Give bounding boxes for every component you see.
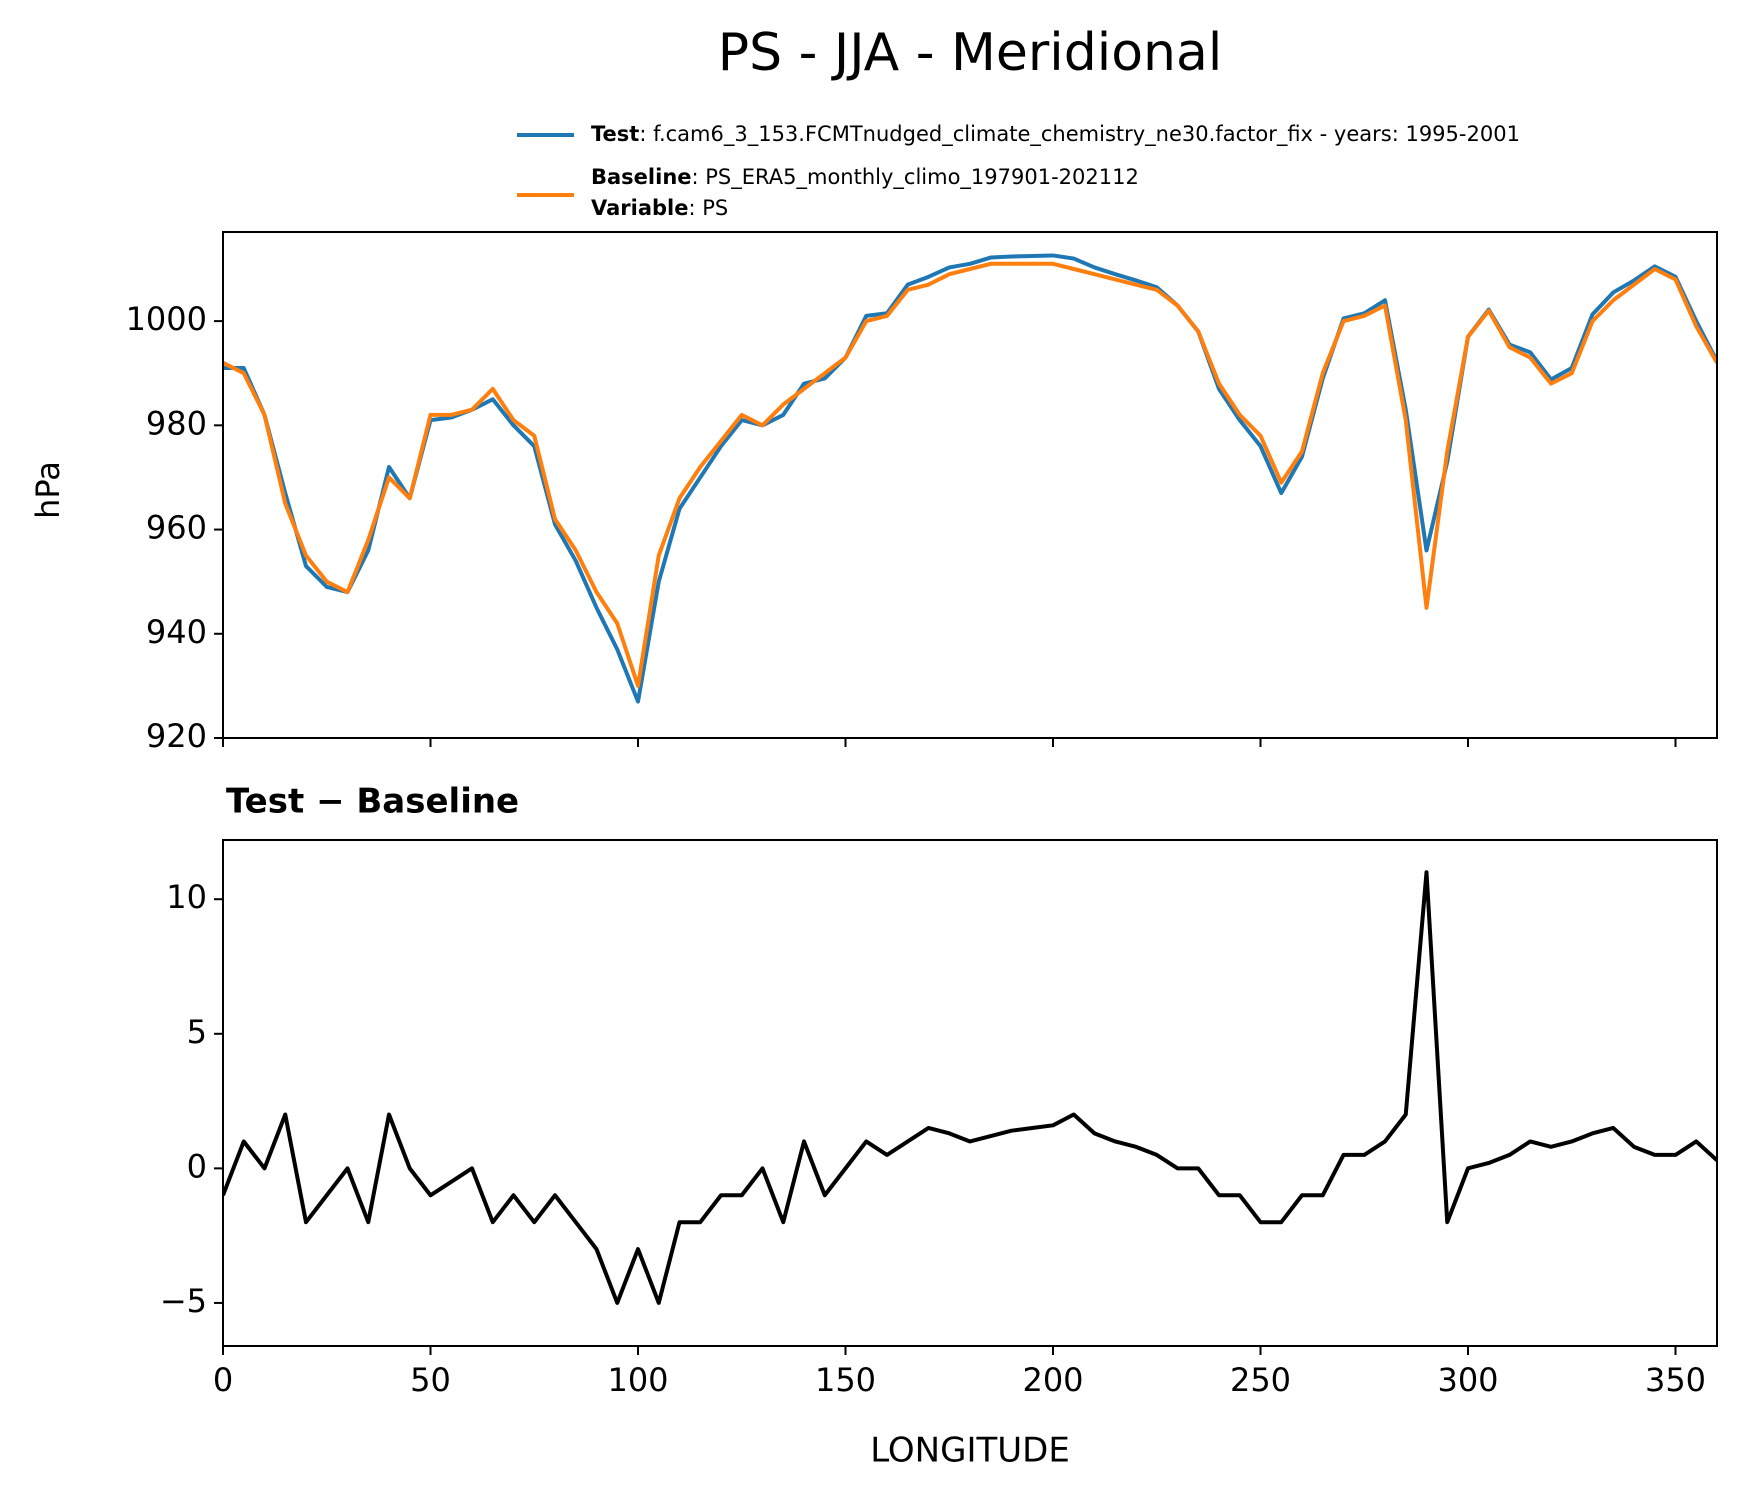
y-tick-label: 10 bbox=[166, 878, 207, 916]
legend-extra-description: : PS bbox=[688, 196, 728, 220]
legend-extra-name: Variable bbox=[591, 196, 688, 220]
x-tick-label: 100 bbox=[607, 1361, 668, 1399]
y-tick-label: 960 bbox=[146, 509, 207, 547]
axes-frame bbox=[222, 231, 1718, 739]
x-tick-label: 300 bbox=[1437, 1361, 1498, 1399]
x-tick-label: 150 bbox=[815, 1361, 876, 1399]
data-line bbox=[223, 261, 1717, 688]
x-tick-label: 200 bbox=[1022, 1361, 1083, 1399]
y-tick-label: 940 bbox=[146, 613, 207, 651]
y-tick-label: 1000 bbox=[126, 300, 207, 338]
y-tick-label: 980 bbox=[146, 404, 207, 442]
y-tick-label: −5 bbox=[160, 1282, 207, 1320]
figure-title: PS - JJA - Meridional bbox=[718, 23, 1223, 83]
subplot-title: Test − Baseline bbox=[226, 782, 519, 822]
legend-entry: Baseline: PS_ERA5_monthly_climo_197901-2… bbox=[591, 165, 1139, 190]
x-tick-label: 0 bbox=[213, 1361, 233, 1399]
legend-name: Baseline bbox=[591, 165, 692, 189]
legend-extra: Variable: PS bbox=[591, 196, 728, 220]
legend-entry: Test: f.cam6_3_153.FCMTnudged_climate_ch… bbox=[591, 122, 1520, 147]
legend-name: Test bbox=[591, 122, 639, 146]
x-axis-label: LONGITUDE bbox=[870, 1431, 1070, 1471]
y-tick-label: 5 bbox=[187, 1013, 207, 1051]
y-axis-label: hPa bbox=[29, 461, 67, 519]
data-line bbox=[223, 870, 1717, 1305]
y-tick-label: 920 bbox=[146, 717, 207, 755]
legend-description: : PS_ERA5_monthly_climo_197901-202112 bbox=[692, 165, 1139, 190]
axes-frame bbox=[222, 839, 1718, 1347]
legend-description: : f.cam6_3_153.FCMTnudged_climate_chemis… bbox=[639, 122, 1520, 147]
y-tick-label: 0 bbox=[187, 1147, 207, 1185]
x-tick-label: 250 bbox=[1230, 1361, 1291, 1399]
x-tick-label: 350 bbox=[1645, 1361, 1706, 1399]
x-tick-label: 50 bbox=[410, 1361, 451, 1399]
